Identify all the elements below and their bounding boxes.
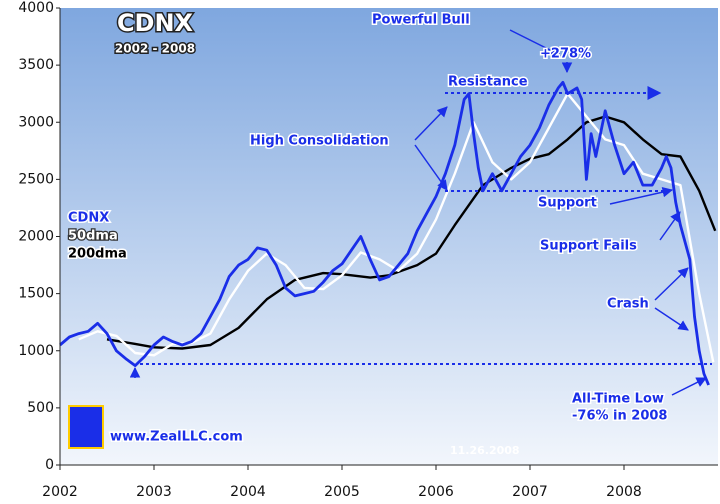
x-tick-label: 2004 [230,484,266,500]
x-tick-label: 2007 [512,484,548,500]
annotation: High Consolidation [250,134,389,149]
y-tick-label: 2500 [18,171,54,187]
y-tick-label: 500 [27,400,54,416]
annotation: Support Fails [540,239,637,254]
x-tick-label: 2002 [42,484,78,500]
legend-entry: CDNX [68,211,109,226]
y-tick-label: 2000 [18,229,54,245]
chart-title: CDNX [117,9,194,37]
annotation-guides [129,29,712,396]
series-line [106,115,717,350]
y-tick-label: 4000 [18,0,54,16]
annotation: -76% in 2008 [572,409,667,424]
y-tick-label: 3000 [18,114,54,130]
y-tick-label: 0 [45,457,54,473]
plot-area [60,8,718,465]
date-stamp: 11.26.2008 [450,444,520,457]
x-tick-label: 2008 [606,484,642,500]
x-tick-label: 2005 [324,484,360,500]
annotation: Support [538,196,597,211]
watermark: www.ZealLLC.com [110,430,243,445]
annotation: Crash [607,297,649,312]
legend-entry: 50dma [68,229,118,244]
x-tick-label: 2006 [418,484,454,500]
annotation: Powerful Bull [372,13,470,28]
chart-subtitle: 2002 - 2008 [115,42,195,56]
annotation: Resistance [448,75,528,90]
annotation: +278% [540,47,591,62]
annotation: All-Time Low [572,392,664,407]
logo [68,405,104,449]
legend-entry: 200dma [68,247,127,262]
y-tick-label: 1000 [18,343,54,359]
series-line [59,80,710,386]
y-tick-label: 1500 [18,286,54,302]
x-tick-label: 2003 [136,484,172,500]
y-tick-label: 3500 [18,57,54,73]
